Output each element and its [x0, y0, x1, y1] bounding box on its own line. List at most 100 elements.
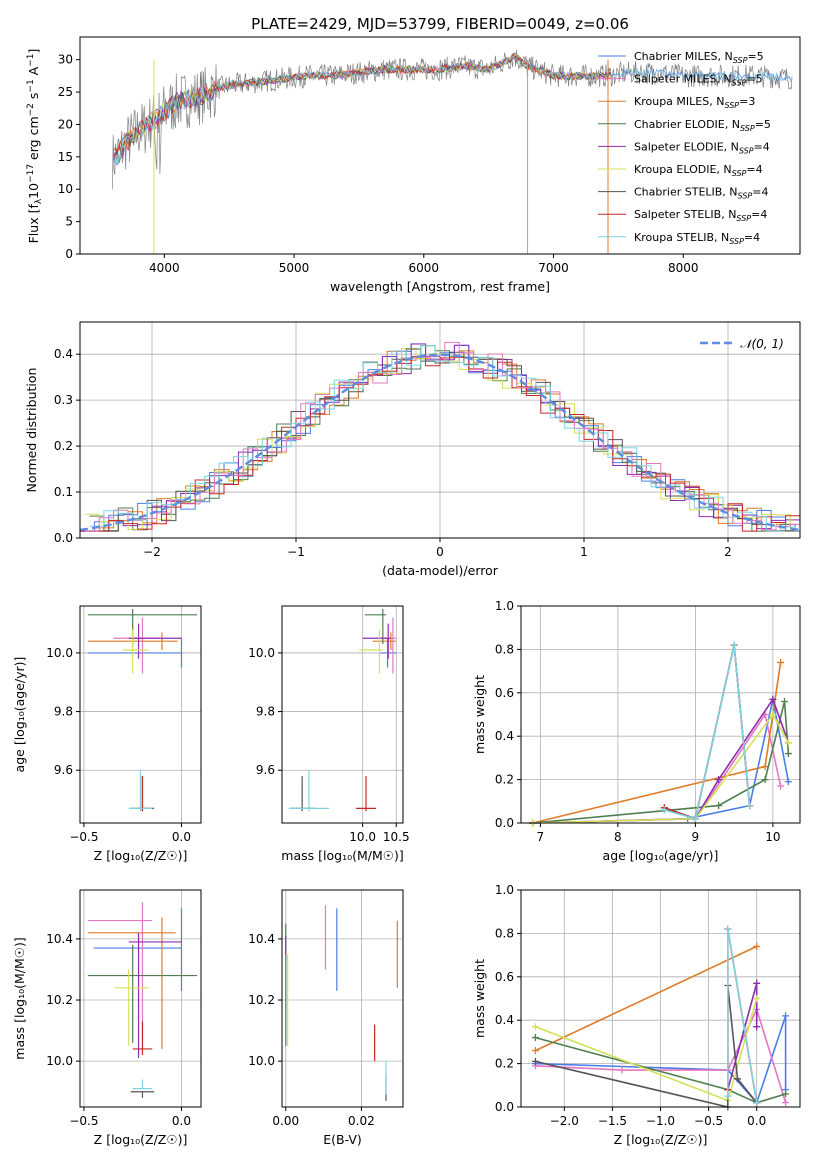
mass-weight-marker	[761, 776, 769, 784]
y-tick-label: 0.4	[54, 347, 73, 361]
legend-label: Chabrier STELIB, NSSP=4	[634, 186, 768, 201]
error-bar-point	[359, 629, 383, 674]
mass-weight-marker	[753, 1023, 761, 1031]
x-tick-label: −2.0	[550, 1114, 579, 1128]
error-bar-point	[93, 908, 183, 991]
x-tick-label: 9	[692, 830, 700, 844]
model-spectrum-line	[112, 53, 613, 159]
error-bar-point	[355, 776, 377, 812]
x-axis-label: Z [log₁₀(Z/Z☉)]	[94, 1132, 188, 1147]
error-bar-point	[115, 969, 149, 1046]
model-spectrum-line	[113, 53, 612, 154]
panel-age_vs_mass: 10.0 10.5 9.6 9.8 10.0 mass [log₁₀(M/M☉)]	[248, 605, 410, 863]
y-tick-label: 10.0	[248, 646, 275, 660]
y-tick-label: 0.4	[495, 729, 514, 743]
mass-weight-marker	[531, 1023, 539, 1031]
x-axis-label: (data-model)/error	[382, 563, 499, 578]
axes-frame	[79, 605, 202, 824]
x-tick-label: 5000	[279, 261, 310, 275]
panel-spectrum: 4000 5000 6000 7000 8000 0 5 10 15 20 25 30 waveleng…	[58, 36, 801, 294]
legend-label: 𝒩(0, 1)	[740, 337, 784, 351]
y-tick-label: 0.1	[54, 485, 73, 499]
x-tick-label: 1	[580, 545, 588, 559]
mass-weight-marker	[777, 782, 785, 790]
mass-weight-line	[532, 713, 790, 824]
error-bar-point	[136, 776, 149, 812]
y-tick-label: 10.2	[248, 993, 275, 1007]
y-tick-label: 10.4	[46, 932, 73, 946]
error-bar-point	[132, 1079, 153, 1090]
x-tick-label: −1	[287, 545, 305, 559]
error-bar-point	[87, 902, 153, 1043]
normal-curve	[79, 353, 801, 532]
error-bar-point	[362, 623, 391, 659]
mass-weight-marker	[724, 1092, 732, 1100]
error-bar-point	[290, 776, 315, 812]
error-bar-point	[130, 1091, 155, 1098]
spectrum-legend: Chabrier MILES, NSSP=5 Salpeter MILES, NS…	[598, 50, 771, 246]
x-axis-label: age [log₁₀(age/yr)]	[603, 848, 719, 863]
mass-weight-marker	[724, 925, 732, 933]
axes-frame	[79, 889, 202, 1108]
y-tick-label: 9.8	[54, 705, 73, 719]
x-tick-label: 8	[614, 830, 622, 844]
y-tick-label: 10.4	[248, 932, 275, 946]
mass-weight-marker	[761, 763, 769, 771]
error-bar-point	[128, 770, 153, 812]
x-tick-label: 10.5	[383, 830, 410, 844]
mass-weight-marker	[753, 979, 761, 987]
mass-weight-marker	[753, 1099, 761, 1107]
x-tick-label: 7	[537, 830, 545, 844]
y-axis-label: mass [log₁₀(M/M☉)]	[12, 937, 27, 1059]
y-tick-label: 5	[65, 215, 73, 229]
x-tick-label: 8000	[668, 261, 699, 275]
y-tick-label: 15	[58, 150, 73, 164]
mass-weight-marker	[784, 778, 792, 786]
plot-area	[529, 641, 792, 827]
x-axis-label: wavelength [Angstrom, rest frame]	[330, 279, 550, 294]
plot-area	[87, 902, 198, 1098]
y-tick-label: 0.2	[495, 1057, 514, 1071]
x-tick-label: 10	[765, 830, 780, 844]
mass-weight-marker	[777, 658, 785, 666]
mass-weight-line	[664, 644, 751, 820]
mass-weight-marker	[691, 815, 699, 823]
panel-weight_vs_age: 7 8 9 10 0.0 0.2 0.4 0.6 0.8 1.0 age [log₁₀(age/yr…	[472, 599, 801, 863]
y-tick-label: 10.2	[46, 993, 73, 1007]
mass-weight-line	[535, 945, 758, 1052]
axes-frame	[520, 605, 801, 824]
error-bar-point	[122, 629, 149, 674]
plot-area	[288, 608, 397, 812]
error-bar-point	[288, 770, 330, 812]
y-tick-label: 30	[58, 53, 73, 67]
y-tick-label: 0.0	[495, 816, 514, 830]
y-tick-label: 0.4	[495, 1013, 514, 1027]
y-axis-label: age [log₁₀(age/yr)]	[12, 657, 27, 773]
mass-weight-marker	[784, 750, 792, 758]
y-tick-label: 1.0	[495, 599, 514, 613]
x-axis-label: E(B-V)	[323, 1132, 362, 1147]
x-tick-label: 0.0	[747, 1114, 766, 1128]
mass-weight-marker	[618, 1066, 626, 1074]
y-tick-label: 9.6	[54, 763, 73, 777]
mass-weight-marker	[730, 641, 738, 649]
panel-mass_vs_Z: −0.5 0.0 10.0 10.2 10.4 Z [log₁₀(Z/Z☉)] mass […	[12, 889, 202, 1147]
mass-weight-marker	[531, 1034, 539, 1042]
y-tick-label: 9.6	[256, 763, 275, 777]
plot-area	[531, 925, 790, 1111]
model-spectrum-line	[113, 55, 792, 165]
axes-frame	[79, 36, 801, 255]
legend-label: Salpeter MILES, NSSP=5	[634, 73, 763, 88]
x-tick-label: 0.0	[172, 830, 191, 844]
plot-area	[285, 905, 398, 1101]
panel-age_vs_Z: −0.5 0.0 9.6 9.8 10.0 Z [log₁₀(Z/Z☉)] age [log…	[12, 605, 202, 863]
x-tick-label: 7000	[538, 261, 569, 275]
error-bar-point	[87, 638, 183, 668]
mass-weight-line	[535, 998, 758, 1102]
legend-label: Chabrier MILES, NSSP=5	[634, 50, 764, 65]
plot-area	[112, 49, 793, 254]
y-axis-label: Normed distribution	[24, 368, 39, 493]
mass-weight-marker	[531, 1047, 539, 1055]
x-tick-label: −0.5	[69, 1114, 98, 1128]
residual-legend: 𝒩(0, 1)	[700, 337, 784, 351]
